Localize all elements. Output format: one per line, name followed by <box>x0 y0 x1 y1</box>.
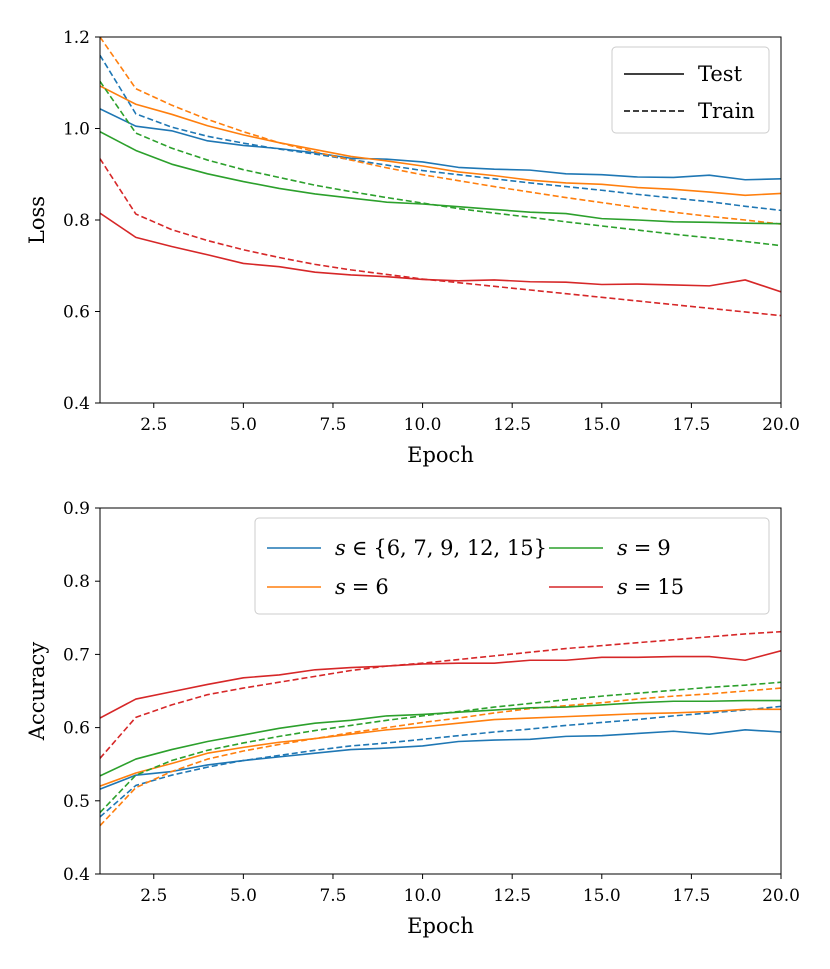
y-tick-label: 0.8 <box>63 572 90 592</box>
legend-label-value: 15 <box>657 575 684 599</box>
legend-label-symbol: s <box>617 575 628 599</box>
y-axis-label: Loss <box>25 196 49 244</box>
series-group <box>100 630 781 827</box>
legend-label-symbol: s <box>335 575 346 599</box>
legend-frame <box>254 517 770 615</box>
legend-label: s = 6 <box>335 575 389 599</box>
legend-label: s = 15 <box>617 575 684 599</box>
series-line-dashed-1 <box>100 54 781 212</box>
series-line-dashed-3 <box>100 687 781 827</box>
series-line-solid-2 <box>100 85 781 197</box>
x-axis-label: Epoch <box>407 443 474 467</box>
accuracy-chart: 2.5 5.0 7.5 10.0 12.5 15.0 17.5 20.0 0.4 0.5 0.6 0.… <box>25 499 800 938</box>
x-tick-label: 17.5 <box>672 415 710 435</box>
legend-label: s ∈ {6, 7, 9, 12, 15} <box>335 536 547 560</box>
y-axis-label: Accuracy <box>25 642 49 742</box>
legend: s ∈ {6, 7, 9, 12, 15}s = 6s = 9s = 15 <box>254 517 770 615</box>
legend-label-symbol: s <box>617 536 628 560</box>
x-axis-label: Epoch <box>407 914 474 938</box>
x-tick-label: 17.5 <box>672 886 710 906</box>
plot-frame <box>99 507 782 875</box>
loss-chart: 2.5 5.0 7.5 10.0 12.5 15.0 17.5 20.0 0.4 0.6 0.8 1.… <box>25 28 800 467</box>
legend-label-symbol: s <box>335 536 346 560</box>
legend-label-relation: = <box>634 536 652 560</box>
x-tick-label: 5.0 <box>230 415 257 435</box>
y-tick-label: 0.8 <box>63 211 90 231</box>
series-line-solid-4 <box>100 130 781 225</box>
y-tick-label: 0.4 <box>63 865 90 885</box>
series-line-dashed-7 <box>100 630 781 759</box>
y-tick-label: 0.6 <box>63 719 90 739</box>
x-tick-label: 10.0 <box>404 886 442 906</box>
y-tick-label: 1.2 <box>63 28 90 48</box>
series-line-dashed-5 <box>100 80 781 247</box>
legend-label-value: 9 <box>657 536 670 560</box>
y-tick-label: 0.6 <box>63 303 90 323</box>
series-line-dashed-3 <box>100 37 781 225</box>
x-tick-label: 5.0 <box>230 886 257 906</box>
x-tick-label: 15.0 <box>583 886 621 906</box>
legend-label: Train <box>698 99 755 123</box>
x-tick-label: 20.0 <box>762 415 800 435</box>
x-tick-label: 7.5 <box>319 415 346 435</box>
series-line-solid-0 <box>100 108 781 181</box>
legend-label-value: {6, 7, 9, 12, 15} <box>373 536 547 560</box>
y-tick-label: 0.7 <box>63 645 90 665</box>
x-tick-label: 12.5 <box>493 415 531 435</box>
x-tick-label: 20.0 <box>762 886 800 906</box>
y-tick-label: 0.4 <box>63 394 90 414</box>
x-tick-label: 12.5 <box>493 886 531 906</box>
series-line-dashed-1 <box>100 705 781 818</box>
series-line-solid-6 <box>100 212 781 293</box>
series-group <box>100 37 781 317</box>
legend-label-value: 6 <box>375 575 388 599</box>
legend-label-relation: = <box>352 575 370 599</box>
x-tick-label: 10.0 <box>404 415 442 435</box>
legend-label-relation: = <box>634 575 652 599</box>
legend-label: s = 9 <box>617 536 671 560</box>
legend: Test Train <box>611 46 770 134</box>
series-line-dashed-5 <box>100 681 781 814</box>
legend-label: Test <box>698 62 743 86</box>
y-tick-label: 0.9 <box>63 499 90 519</box>
x-tick-label: 7.5 <box>319 886 346 906</box>
x-tick-label: 2.5 <box>140 886 167 906</box>
y-tick-label: 0.5 <box>63 792 90 812</box>
x-tick-label: 2.5 <box>140 415 167 435</box>
series-line-solid-6 <box>100 649 781 719</box>
y-tick-label: 1.0 <box>63 120 90 140</box>
x-tick-label: 15.0 <box>583 415 621 435</box>
series-line-dashed-7 <box>100 158 781 317</box>
series-line-solid-0 <box>100 728 781 790</box>
legend-label-relation: ∈ <box>352 536 368 560</box>
series-line-solid-2 <box>100 708 781 787</box>
